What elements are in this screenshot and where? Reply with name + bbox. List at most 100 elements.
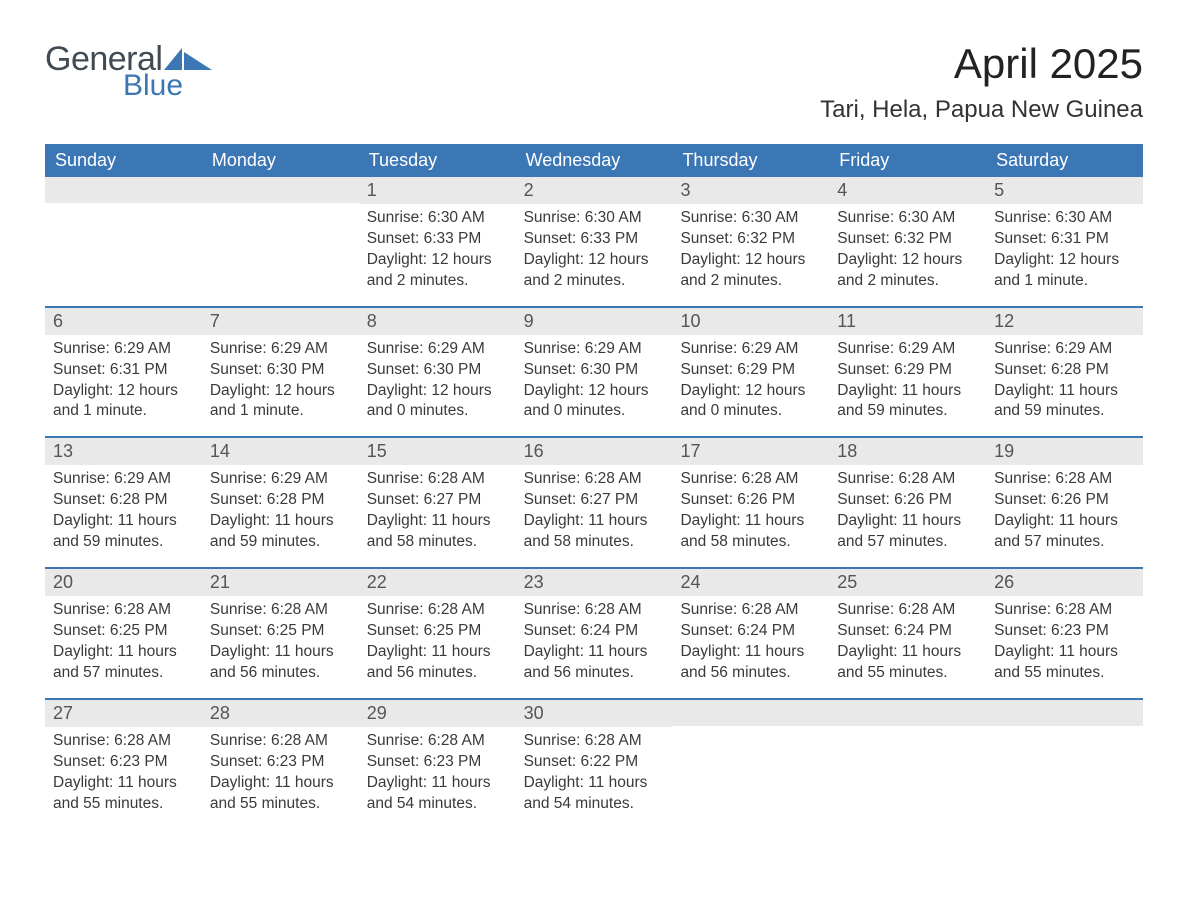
day-body: Sunrise: 6:30 AMSunset: 6:31 PMDaylight:… bbox=[986, 204, 1143, 306]
day-number: 3 bbox=[672, 177, 829, 204]
day-number: 15 bbox=[359, 438, 516, 465]
day-cell: 12Sunrise: 6:29 AMSunset: 6:28 PMDayligh… bbox=[986, 308, 1143, 437]
day-cell: 23Sunrise: 6:28 AMSunset: 6:24 PMDayligh… bbox=[516, 569, 673, 698]
location-subtitle: Tari, Hela, Papua New Guinea bbox=[820, 96, 1143, 124]
week-row: 1Sunrise: 6:30 AMSunset: 6:33 PMDaylight… bbox=[45, 177, 1143, 306]
sunrise-text: Sunrise: 6:28 AM bbox=[680, 469, 821, 490]
week-row: 13Sunrise: 6:29 AMSunset: 6:28 PMDayligh… bbox=[45, 436, 1143, 567]
daylight-text: Daylight: 12 hours and 2 minutes. bbox=[367, 250, 508, 292]
day-cell: 5Sunrise: 6:30 AMSunset: 6:31 PMDaylight… bbox=[986, 177, 1143, 306]
sunset-text: Sunset: 6:31 PM bbox=[53, 360, 194, 381]
day-cell: 19Sunrise: 6:28 AMSunset: 6:26 PMDayligh… bbox=[986, 438, 1143, 567]
sunrise-text: Sunrise: 6:28 AM bbox=[53, 731, 194, 752]
sunset-text: Sunset: 6:24 PM bbox=[524, 621, 665, 642]
sunrise-text: Sunrise: 6:28 AM bbox=[367, 731, 508, 752]
day-number: 24 bbox=[672, 569, 829, 596]
sunrise-text: Sunrise: 6:28 AM bbox=[53, 600, 194, 621]
daylight-text: Daylight: 11 hours and 55 minutes. bbox=[210, 773, 351, 815]
sunrise-text: Sunrise: 6:29 AM bbox=[524, 339, 665, 360]
day-cell bbox=[829, 700, 986, 829]
sunset-text: Sunset: 6:32 PM bbox=[837, 229, 978, 250]
day-body: Sunrise: 6:28 AMSunset: 6:26 PMDaylight:… bbox=[672, 465, 829, 567]
day-number: 26 bbox=[986, 569, 1143, 596]
day-cell bbox=[202, 177, 359, 306]
day-number: 23 bbox=[516, 569, 673, 596]
day-cell: 24Sunrise: 6:28 AMSunset: 6:24 PMDayligh… bbox=[672, 569, 829, 698]
sunset-text: Sunset: 6:28 PM bbox=[210, 490, 351, 511]
daylight-text: Daylight: 12 hours and 2 minutes. bbox=[524, 250, 665, 292]
day-body: Sunrise: 6:28 AMSunset: 6:24 PMDaylight:… bbox=[829, 596, 986, 698]
day-cell: 20Sunrise: 6:28 AMSunset: 6:25 PMDayligh… bbox=[45, 569, 202, 698]
sunrise-text: Sunrise: 6:28 AM bbox=[994, 600, 1135, 621]
day-body: Sunrise: 6:30 AMSunset: 6:32 PMDaylight:… bbox=[672, 204, 829, 306]
sunset-text: Sunset: 6:29 PM bbox=[680, 360, 821, 381]
day-cell: 22Sunrise: 6:28 AMSunset: 6:25 PMDayligh… bbox=[359, 569, 516, 698]
sunset-text: Sunset: 6:25 PM bbox=[367, 621, 508, 642]
sunset-text: Sunset: 6:27 PM bbox=[524, 490, 665, 511]
daylight-text: Daylight: 12 hours and 2 minutes. bbox=[837, 250, 978, 292]
daylight-text: Daylight: 11 hours and 56 minutes. bbox=[680, 642, 821, 684]
day-number: 4 bbox=[829, 177, 986, 204]
day-body: Sunrise: 6:30 AMSunset: 6:32 PMDaylight:… bbox=[829, 204, 986, 306]
day-body: Sunrise: 6:28 AMSunset: 6:25 PMDaylight:… bbox=[359, 596, 516, 698]
daylight-text: Daylight: 11 hours and 59 minutes. bbox=[837, 381, 978, 423]
day-number: 21 bbox=[202, 569, 359, 596]
day-cell: 7Sunrise: 6:29 AMSunset: 6:30 PMDaylight… bbox=[202, 308, 359, 437]
sunset-text: Sunset: 6:33 PM bbox=[524, 229, 665, 250]
daylight-text: Daylight: 12 hours and 1 minute. bbox=[994, 250, 1135, 292]
sunrise-text: Sunrise: 6:30 AM bbox=[837, 208, 978, 229]
week-row: 20Sunrise: 6:28 AMSunset: 6:25 PMDayligh… bbox=[45, 567, 1143, 698]
sunrise-text: Sunrise: 6:29 AM bbox=[210, 469, 351, 490]
dow-friday: Friday bbox=[829, 144, 986, 177]
sunset-text: Sunset: 6:33 PM bbox=[367, 229, 508, 250]
sunrise-text: Sunrise: 6:28 AM bbox=[367, 469, 508, 490]
day-body: Sunrise: 6:29 AMSunset: 6:31 PMDaylight:… bbox=[45, 335, 202, 437]
sunset-text: Sunset: 6:26 PM bbox=[680, 490, 821, 511]
day-body: Sunrise: 6:28 AMSunset: 6:23 PMDaylight:… bbox=[45, 727, 202, 829]
daylight-text: Daylight: 11 hours and 59 minutes. bbox=[210, 511, 351, 553]
day-number bbox=[672, 700, 829, 726]
day-body: Sunrise: 6:28 AMSunset: 6:23 PMDaylight:… bbox=[986, 596, 1143, 698]
day-number: 5 bbox=[986, 177, 1143, 204]
sunrise-text: Sunrise: 6:29 AM bbox=[210, 339, 351, 360]
sunrise-text: Sunrise: 6:29 AM bbox=[837, 339, 978, 360]
day-cell: 9Sunrise: 6:29 AMSunset: 6:30 PMDaylight… bbox=[516, 308, 673, 437]
day-cell: 14Sunrise: 6:29 AMSunset: 6:28 PMDayligh… bbox=[202, 438, 359, 567]
logo-word-blue: Blue bbox=[123, 69, 183, 103]
day-body: Sunrise: 6:29 AMSunset: 6:30 PMDaylight:… bbox=[516, 335, 673, 437]
sunrise-text: Sunrise: 6:28 AM bbox=[524, 600, 665, 621]
sunset-text: Sunset: 6:31 PM bbox=[994, 229, 1135, 250]
daylight-text: Daylight: 12 hours and 2 minutes. bbox=[680, 250, 821, 292]
sunset-text: Sunset: 6:30 PM bbox=[210, 360, 351, 381]
day-body: Sunrise: 6:29 AMSunset: 6:28 PMDaylight:… bbox=[202, 465, 359, 567]
daylight-text: Daylight: 12 hours and 1 minute. bbox=[53, 381, 194, 423]
sunrise-text: Sunrise: 6:28 AM bbox=[524, 731, 665, 752]
day-cell: 4Sunrise: 6:30 AMSunset: 6:32 PMDaylight… bbox=[829, 177, 986, 306]
day-cell: 3Sunrise: 6:30 AMSunset: 6:32 PMDaylight… bbox=[672, 177, 829, 306]
day-number: 11 bbox=[829, 308, 986, 335]
daylight-text: Daylight: 12 hours and 1 minute. bbox=[210, 381, 351, 423]
dow-sunday: Sunday bbox=[45, 144, 202, 177]
day-body: Sunrise: 6:28 AMSunset: 6:24 PMDaylight:… bbox=[516, 596, 673, 698]
sunset-text: Sunset: 6:26 PM bbox=[994, 490, 1135, 511]
day-number bbox=[986, 700, 1143, 726]
day-cell: 2Sunrise: 6:30 AMSunset: 6:33 PMDaylight… bbox=[516, 177, 673, 306]
day-cell: 25Sunrise: 6:28 AMSunset: 6:24 PMDayligh… bbox=[829, 569, 986, 698]
day-cell: 1Sunrise: 6:30 AMSunset: 6:33 PMDaylight… bbox=[359, 177, 516, 306]
sunrise-text: Sunrise: 6:30 AM bbox=[680, 208, 821, 229]
day-number: 30 bbox=[516, 700, 673, 727]
day-body: Sunrise: 6:29 AMSunset: 6:28 PMDaylight:… bbox=[45, 465, 202, 567]
day-cell: 17Sunrise: 6:28 AMSunset: 6:26 PMDayligh… bbox=[672, 438, 829, 567]
sunset-text: Sunset: 6:30 PM bbox=[367, 360, 508, 381]
sunrise-text: Sunrise: 6:30 AM bbox=[994, 208, 1135, 229]
day-number: 6 bbox=[45, 308, 202, 335]
day-body: Sunrise: 6:28 AMSunset: 6:27 PMDaylight:… bbox=[359, 465, 516, 567]
dow-saturday: Saturday bbox=[986, 144, 1143, 177]
day-body: Sunrise: 6:28 AMSunset: 6:22 PMDaylight:… bbox=[516, 727, 673, 829]
day-body: Sunrise: 6:29 AMSunset: 6:30 PMDaylight:… bbox=[202, 335, 359, 437]
day-cell: 28Sunrise: 6:28 AMSunset: 6:23 PMDayligh… bbox=[202, 700, 359, 829]
sunset-text: Sunset: 6:23 PM bbox=[53, 752, 194, 773]
day-body: Sunrise: 6:29 AMSunset: 6:29 PMDaylight:… bbox=[829, 335, 986, 437]
daylight-text: Daylight: 11 hours and 56 minutes. bbox=[367, 642, 508, 684]
day-number bbox=[829, 700, 986, 726]
